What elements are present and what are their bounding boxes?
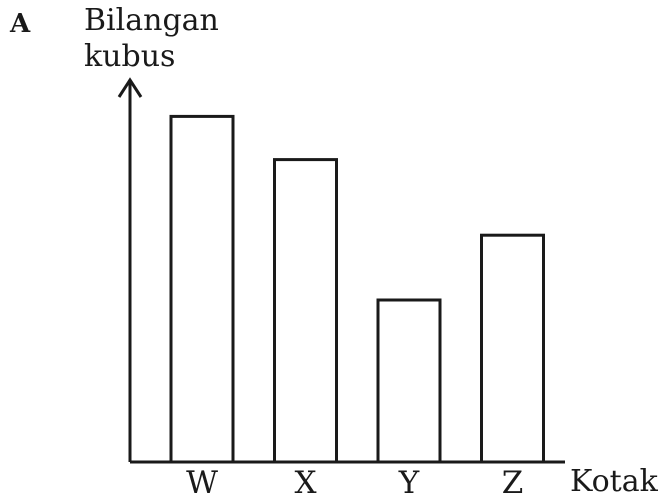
bar-z [480,233,545,464]
x-tick-label-y: Y [398,465,420,499]
x-axis-label: Kotak [570,464,659,499]
bar-w [169,114,235,464]
x-tick-labels: W X Y Z [186,465,523,499]
y-axis-label-line-2: kubus [84,39,175,74]
y-axis-label-line-1: Bilangan [84,3,219,38]
y-axis-arrowhead [117,77,143,98]
bar-y [376,298,442,464]
x-tick-label-x: X [294,465,316,499]
x-tick-label-w: W [186,465,218,499]
x-tick-label-z: Z [502,465,524,499]
bars-group [169,114,545,464]
option-letter: A [9,9,31,39]
bar-x [273,158,338,464]
